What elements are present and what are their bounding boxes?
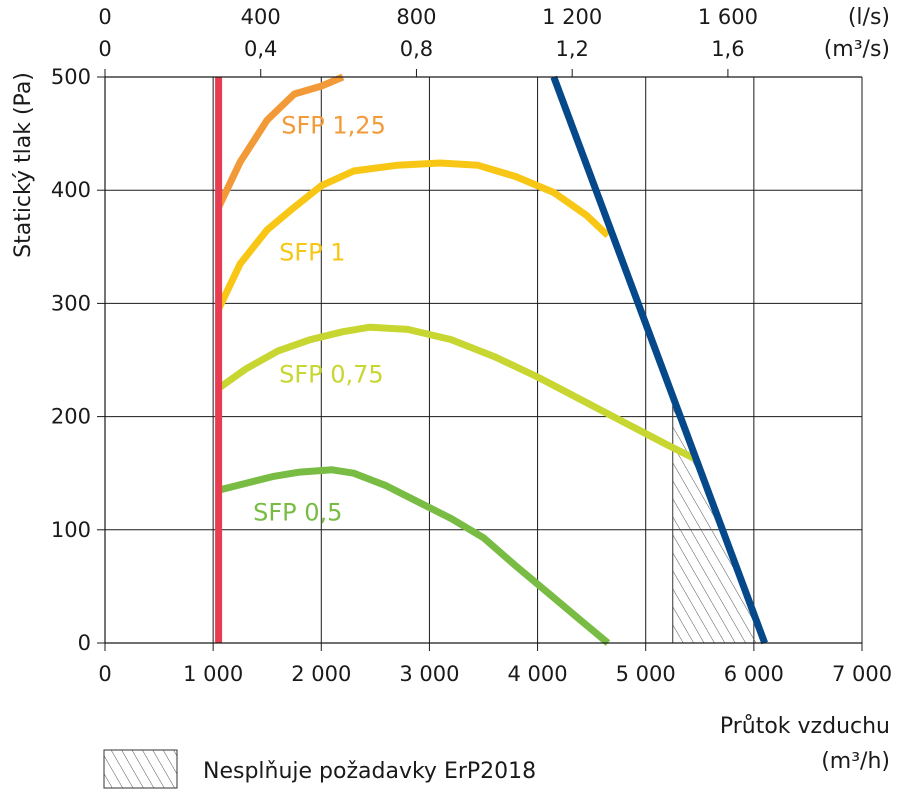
y-axis-label: Statický tlak (Pa) bbox=[11, 72, 36, 258]
legend-hatch-swatch bbox=[103, 749, 178, 789]
series-line bbox=[217, 466, 611, 646]
x-axis-label: Průtok vzduchu bbox=[720, 714, 890, 739]
top-axis-ls-unit: (l/s) bbox=[848, 5, 890, 30]
y-tick-label: 100 bbox=[51, 518, 91, 542]
series-label: SFP 1 bbox=[279, 238, 345, 266]
x-tick-label: 3 000 bbox=[399, 662, 459, 686]
x-tick-label: 4 000 bbox=[508, 662, 568, 686]
top-ls-tick-label: 0 bbox=[98, 5, 111, 29]
top-m3s-tick-label: 1,2 bbox=[555, 37, 588, 61]
series-label: SFP 1,25 bbox=[281, 112, 386, 140]
legend-label: Nesplňuje požadavky ErP2018 bbox=[203, 759, 536, 784]
top-ls-tick-label: 1 200 bbox=[542, 5, 602, 29]
series-line bbox=[215, 159, 611, 311]
top-axis-m3s-unit: (m³/s) bbox=[824, 37, 890, 62]
series-line bbox=[550, 75, 768, 645]
y-tick-label: 500 bbox=[51, 65, 91, 89]
axes bbox=[97, 69, 863, 651]
y-tick-label: 200 bbox=[51, 405, 91, 429]
series-label: SFP 0,75 bbox=[279, 361, 384, 389]
series-label: SFP 0,5 bbox=[253, 499, 342, 527]
top-ls-tick-label: 1 600 bbox=[698, 5, 758, 29]
x-tick-label: 1 000 bbox=[183, 662, 243, 686]
y-tick-label: 0 bbox=[78, 631, 91, 655]
y-tick-label: 400 bbox=[51, 178, 91, 202]
x-tick-label: 5 000 bbox=[616, 662, 676, 686]
tick-labels: 0 1 000 2 000 3 000 4 000 5 000 6 000 7 000 0 100… bbox=[51, 5, 892, 686]
x-tick-label: 0 bbox=[98, 662, 111, 686]
x-tick-label: 7 000 bbox=[832, 662, 892, 686]
x-tick-label: 2 000 bbox=[291, 662, 351, 686]
series-line bbox=[216, 323, 696, 462]
series-layer: SFP 1,25 SFP 1 SFP 0,75 SFP 0,5 bbox=[215, 73, 768, 646]
x-tick-label: 6 000 bbox=[724, 662, 784, 686]
top-ls-tick-label: 400 bbox=[241, 5, 281, 29]
x-axis-unit: (m³/h) bbox=[821, 749, 890, 774]
top-ls-tick-label: 800 bbox=[396, 5, 436, 29]
top-m3s-tick-label: 0,4 bbox=[244, 37, 277, 61]
top-m3s-tick-label: 1,6 bbox=[711, 37, 744, 61]
y-tick-label: 300 bbox=[51, 291, 91, 315]
top-m3s-tick-label: 0 bbox=[98, 37, 111, 61]
top-m3s-tick-label: 0,8 bbox=[400, 37, 433, 61]
series-line bbox=[215, 73, 345, 209]
